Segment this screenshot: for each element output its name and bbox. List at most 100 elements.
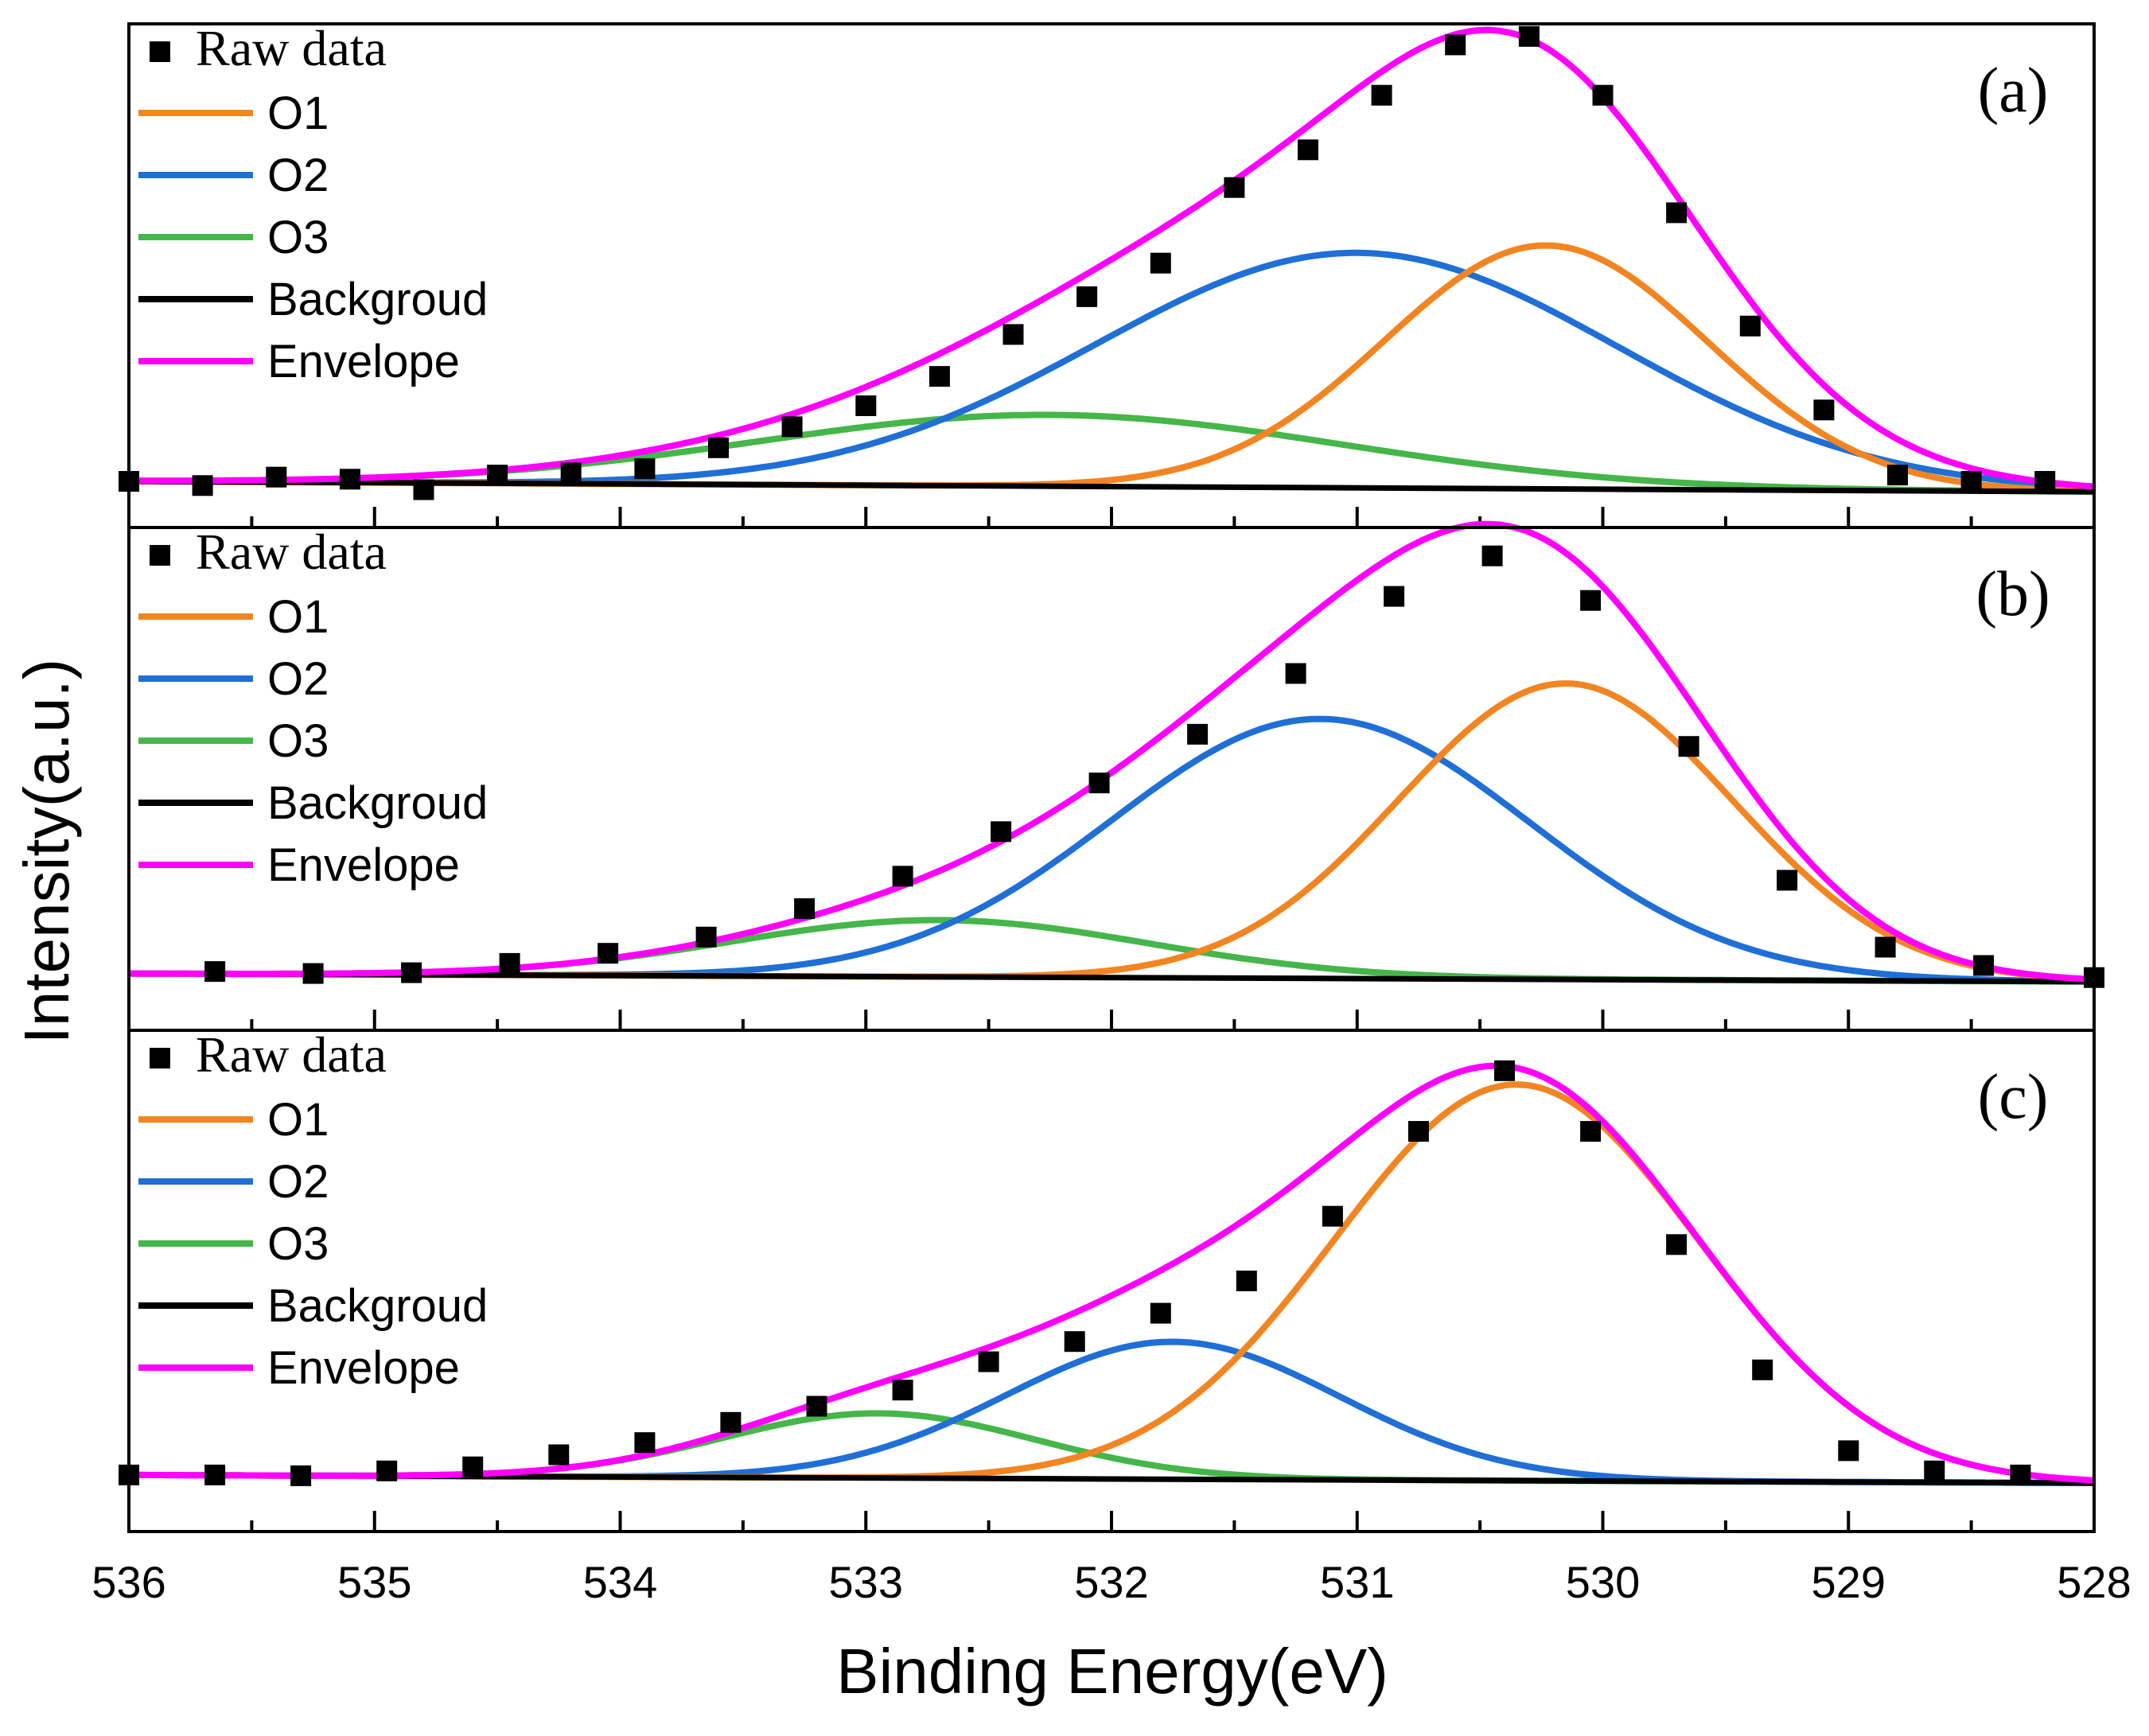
raw-data-point [548,1444,570,1465]
legend-o3-label: O3 [267,212,329,263]
legend-o1-label: O1 [267,591,329,643]
raw-data-point [1592,84,1614,106]
raw-data-point [1678,736,1699,757]
panel-label: (b) [1976,559,2050,629]
raw-data-point [1924,1460,1945,1481]
raw-data-point [929,366,950,387]
raw-data-point [1076,286,1098,307]
legend-o3-label: O3 [267,715,329,767]
raw-data-point [413,479,434,500]
legend-o1-label: O1 [267,1094,329,1146]
x-tick-label: 528 [2057,1557,2131,1607]
raw-data-point [1150,252,1171,274]
raw-data-point [487,465,508,486]
legend-o3-label: O3 [267,1218,329,1270]
raw-data-point [1285,663,1306,684]
raw-data-point [1371,84,1392,106]
raw-data-point [634,458,656,480]
raw-data-point [892,866,913,887]
raw-data-point [1002,324,1024,345]
legend-raw-data-label: Raw data [196,524,387,580]
raw-data-point [2010,1464,2031,1485]
raw-data-point [855,395,877,416]
raw-data-point [1838,1440,1859,1462]
raw-data-point [1813,399,1835,421]
x-tick-label: 533 [829,1557,903,1607]
panels-layer: Raw data O1 O2 O3 Backgroud Envelope (a) Raw da… [119,20,2104,1533]
y-axis-title: Intensity(a.u.) [11,659,82,1045]
panel-label: (c) [1978,1062,2049,1132]
panel-label: (a) [1978,56,2049,126]
raw-data-point [339,469,360,490]
raw-data-point [1960,471,1982,492]
legend-envelope-label: Envelope [267,839,460,891]
raw-data-point [794,898,816,920]
legend-o2-label: O2 [267,1156,329,1208]
raw-data-point [806,1395,827,1417]
raw-data-point [376,1460,398,1481]
raw-data-point [499,952,520,974]
raw-data-point [1150,1302,1171,1324]
raw-data-point [1064,1331,1085,1353]
x-tick-label: 536 [91,1557,165,1607]
x-tick-label: 530 [1566,1557,1640,1607]
series-background-line [128,971,2095,985]
legend-envelope-label: Envelope [267,336,460,387]
raw-data-point [1752,1359,1773,1380]
raw-data-point [1973,955,1995,976]
raw-data-point [1298,139,1318,161]
raw-data-point [401,962,422,983]
legend-raw-data-marker [150,41,170,62]
x-axis-ticks: 536 535 534 533 532 531 530 529 528 [91,1557,2131,1607]
raw-data-point [1322,1205,1343,1227]
raw-data-point [560,462,582,484]
legend-o1-label: O1 [267,88,329,139]
series-envelope-curve [129,1062,2095,1484]
legend-envelope-label: Envelope [267,1342,460,1394]
raw-data-point [1777,870,1798,891]
raw-data-point [1088,773,1110,794]
x-tick-label: 529 [1812,1557,1886,1607]
raw-data-point [1666,202,1688,224]
series-background-line [128,478,2095,495]
x-tick-label: 531 [1320,1557,1394,1607]
raw-data-point [2034,471,2056,492]
raw-data-point [204,961,226,983]
raw-data-point [1224,177,1245,198]
panel-a: Raw data O1 O2 O3 Backgroud Envelope (a) [119,20,2096,529]
legend-raw-data-marker [150,1048,170,1068]
series-envelope-curve [129,520,2095,983]
raw-data-point [1887,465,1908,486]
legend-o2-label: O2 [267,653,329,705]
raw-data-point [1875,936,1896,958]
raw-data-point [1580,1121,1602,1142]
raw-data-point [1384,586,1405,607]
x-tick-label: 535 [337,1557,411,1607]
raw-data-point [1739,315,1761,337]
raw-data-point [892,1380,913,1401]
raw-data-point [1518,25,1540,47]
legend-raw-data-label: Raw data [196,1026,387,1083]
raw-data-point [634,1432,656,1454]
legend-backgroud-label: Backgroud [267,1280,488,1332]
legend-backgroud-label: Backgroud [267,777,488,829]
raw-data-point [462,1456,484,1477]
raw-data-point [192,475,213,496]
raw-data-point [290,1465,312,1486]
raw-data-point [302,963,324,984]
raw-data-point [991,821,1012,843]
panel-c: Raw data O1 O2 O3 Backgroud Envelope (c) [119,1026,2096,1533]
raw-data-point [978,1351,999,1372]
series-envelope-curve [129,26,2095,490]
raw-data-point [1666,1234,1688,1255]
raw-data-point [1580,590,1602,611]
panel-b: Raw data O1 O2 O3 Backgroud Envelope (b) [127,520,2104,1032]
x-tick-label: 534 [583,1557,657,1607]
raw-data-point [695,926,717,948]
raw-data-point [781,416,803,438]
legend-raw-data-marker [150,545,170,566]
raw-data-point [1445,34,1466,56]
raw-data-point [1481,545,1503,566]
raw-data-point [720,1411,742,1433]
